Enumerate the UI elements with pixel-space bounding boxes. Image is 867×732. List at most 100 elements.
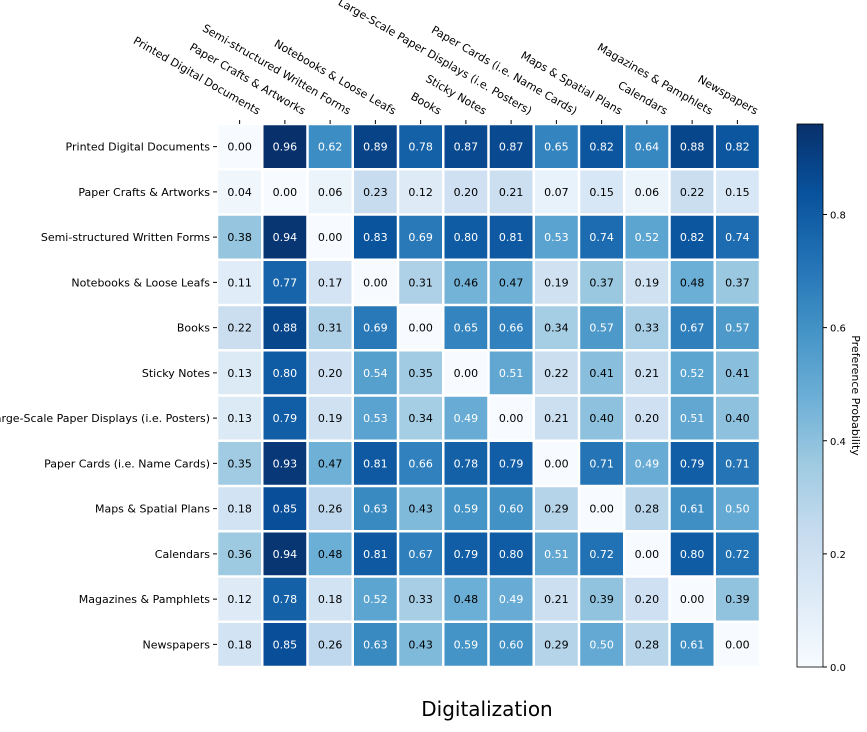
heatmap-cell	[670, 396, 714, 440]
cell-value-label: 0.19	[544, 276, 569, 289]
row-label: Calendars	[155, 548, 210, 561]
cell-value-label: 0.26	[318, 503, 343, 516]
cell-value-label: 0.67	[408, 548, 433, 561]
heatmap-cell	[580, 396, 623, 440]
cell-value-label: 0.94	[273, 231, 298, 244]
heatmap-cell	[625, 396, 669, 440]
heatmap-cell	[535, 215, 578, 259]
cell-value-label: 0.18	[227, 503, 252, 516]
cell-value-label: 0.43	[408, 503, 433, 516]
cell-value-label: 0.20	[454, 186, 479, 199]
heatmap-cell	[670, 487, 714, 530]
cell-value-label: 0.00	[635, 548, 660, 561]
cell-value-label: 0.93	[273, 457, 298, 470]
colorbar-tick-label: 0.6	[830, 324, 846, 335]
cell-value-label: 0.48	[680, 276, 705, 289]
cell-value-label: 0.21	[635, 367, 660, 380]
cell-value-label: 0.18	[318, 593, 343, 606]
cell-value-label: 0.19	[318, 412, 343, 425]
cell-value-label: 0.52	[680, 367, 705, 380]
heatmap-cell	[489, 170, 533, 214]
cell-value-label: 0.37	[725, 276, 750, 289]
heatmap-cell	[489, 532, 533, 576]
heatmap-cell	[218, 487, 261, 530]
heatmap-cell	[716, 623, 759, 666]
cell-value-label: 0.81	[363, 457, 388, 470]
heatmap-cell	[716, 396, 759, 440]
cell-value-label: 0.26	[318, 638, 343, 651]
heatmap-cell	[580, 487, 623, 530]
cell-value-label: 0.40	[725, 412, 750, 425]
cell-value-label: 0.33	[635, 322, 660, 335]
cell-value-label: 0.12	[227, 593, 252, 606]
cell-value-label: 0.35	[408, 367, 433, 380]
cell-value-label: 0.77	[273, 276, 298, 289]
heatmap-cell	[580, 125, 623, 168]
heatmap-cell	[670, 532, 714, 576]
heatmap-cell	[263, 442, 307, 485]
cell-value-label: 0.47	[499, 276, 524, 289]
heatmap-cell	[625, 215, 669, 259]
cell-value-label: 0.66	[499, 322, 524, 335]
row-label: Maps & Spatial Plans	[95, 503, 210, 516]
heatmap-cell	[489, 125, 533, 168]
colorbar-tick-label: 0.8	[830, 211, 846, 222]
colorbar-tick-label: 0.2	[830, 550, 846, 561]
colorbar-tick-label: 0.4	[830, 437, 846, 448]
heatmap-cell	[625, 125, 669, 168]
cell-value-label: 0.00	[408, 322, 433, 335]
heatmap-cell	[716, 442, 759, 485]
cell-value-label: 0.82	[589, 141, 614, 154]
cell-value-label: 0.52	[635, 231, 660, 244]
heatmap-cell	[535, 351, 578, 395]
cell-value-label: 0.71	[589, 457, 614, 470]
cell-value-label: 0.21	[499, 186, 524, 199]
cell-value-label: 0.53	[544, 231, 569, 244]
cell-value-label: 0.33	[408, 593, 433, 606]
heatmap-cell	[489, 396, 533, 440]
heatmap-cell	[218, 442, 261, 485]
cell-value-label: 0.96	[273, 141, 298, 154]
heatmap-cell	[535, 532, 578, 576]
cell-value-label: 0.49	[454, 412, 479, 425]
cell-value-label: 0.47	[318, 457, 343, 470]
cell-value-label: 0.78	[408, 141, 433, 154]
heatmap-cell	[399, 487, 442, 530]
heatmap-cell	[399, 261, 442, 304]
heatmap-cell	[580, 351, 623, 395]
heatmap-cell	[308, 487, 352, 530]
cell-value-label: 0.78	[454, 457, 479, 470]
heatmap-cell	[670, 306, 714, 349]
heatmap-cell	[354, 396, 397, 440]
colorbar-tick-label: 0.0	[830, 663, 846, 674]
cell-value-label: 0.13	[227, 367, 252, 380]
cell-value-label: 0.04	[227, 186, 252, 199]
heatmap-cell	[670, 261, 714, 304]
heatmap-cell	[580, 261, 623, 304]
heatmap-cell	[444, 261, 488, 304]
heatmap-cell	[308, 396, 352, 440]
heatmap-cell	[444, 306, 488, 349]
heatmap-cell	[399, 532, 442, 576]
row-label: Semi-structured Written Forms	[41, 231, 210, 244]
heatmap-cell	[535, 577, 578, 621]
cell-value-label: 0.20	[318, 367, 343, 380]
heatmap-cells	[218, 125, 759, 666]
heatmap-cell	[354, 442, 397, 485]
heatmap-cell	[308, 306, 352, 349]
heatmap-cell	[354, 577, 397, 621]
cell-value-label: 0.57	[589, 322, 614, 335]
heatmap-cell	[308, 125, 352, 168]
cell-value-label: 0.57	[725, 322, 750, 335]
cell-value-label: 0.51	[680, 412, 705, 425]
heatmap-cell	[489, 306, 533, 349]
cell-value-label: 0.21	[544, 412, 569, 425]
cell-value-label: 0.36	[227, 548, 252, 561]
heatmap-cell	[308, 442, 352, 485]
heatmap-cell	[716, 170, 759, 214]
row-label: Paper Cards (i.e. Name Cards)	[44, 457, 210, 470]
cell-value-label: 0.65	[544, 141, 569, 154]
heatmap-cell	[625, 306, 669, 349]
heatmap-cell	[535, 623, 578, 666]
